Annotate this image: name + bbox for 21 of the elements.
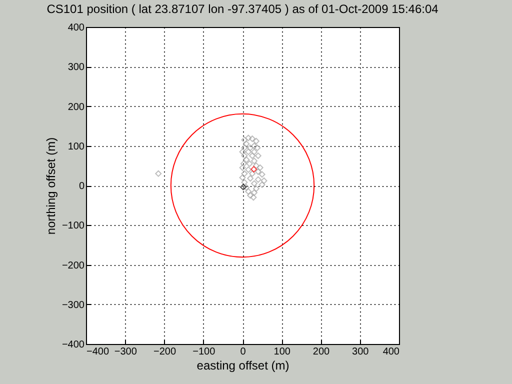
- x-tick-label: −100: [192, 346, 216, 358]
- y-tick-label: −400: [62, 340, 85, 350]
- x-tick-label: −300: [114, 346, 138, 358]
- y-tick-label: −200: [62, 260, 85, 272]
- y-tick-label: 100: [68, 141, 85, 152]
- x-tick-label: 100: [274, 346, 291, 358]
- y-tick-label: 300: [68, 62, 85, 74]
- x-tick-label: −200: [153, 346, 176, 358]
- y-tick-label: 400: [68, 22, 85, 34]
- x-tick-label: 0: [240, 346, 246, 358]
- x-tick-label: −400: [86, 346, 110, 358]
- x-axis-title: easting offset (m): [196, 358, 290, 372]
- y-tick-label: 200: [68, 102, 85, 113]
- x-tick-label: 400: [382, 346, 400, 358]
- y-axis-title: northing offset (m): [44, 137, 58, 235]
- y-tick-label: −300: [62, 300, 85, 311]
- y-tick-label: −100: [62, 220, 85, 232]
- chart-title: CS101 position ( lat 23.87107 lon -97.37405 ) as of 01-Oct-2009 15:46:04: [46, 2, 439, 16]
- x-tick-label: 200: [312, 346, 330, 358]
- x-tick-label: 300: [352, 346, 370, 358]
- y-tick-label: 0: [78, 181, 85, 192]
